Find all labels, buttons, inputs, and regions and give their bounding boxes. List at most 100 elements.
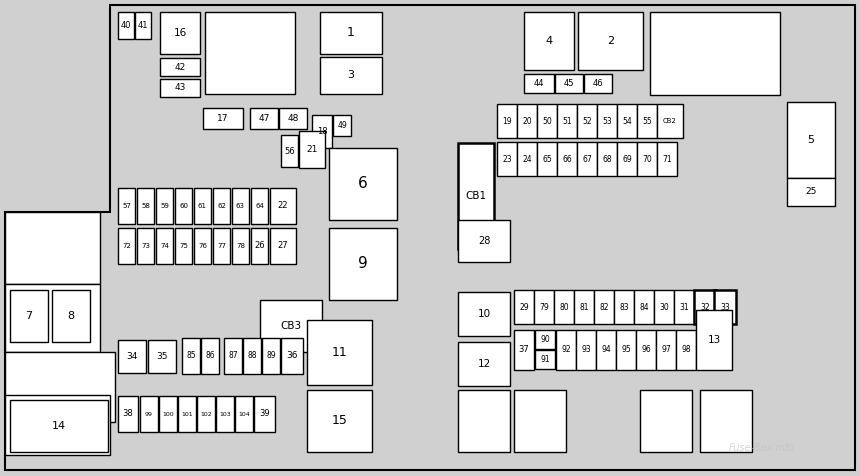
Text: 46: 46 [593, 79, 604, 88]
Text: 12: 12 [477, 359, 490, 369]
Text: 6: 6 [358, 177, 368, 191]
FancyBboxPatch shape [148, 340, 176, 373]
FancyBboxPatch shape [555, 74, 583, 93]
Text: 68: 68 [602, 155, 611, 163]
FancyBboxPatch shape [333, 115, 351, 136]
FancyBboxPatch shape [160, 58, 200, 76]
Text: 79: 79 [539, 303, 549, 311]
Text: 52: 52 [582, 117, 592, 126]
Text: 31: 31 [679, 303, 689, 311]
FancyBboxPatch shape [517, 104, 537, 138]
FancyBboxPatch shape [281, 338, 303, 374]
Text: 95: 95 [621, 346, 631, 355]
Text: 15: 15 [332, 415, 347, 427]
FancyBboxPatch shape [636, 330, 656, 370]
Text: 33: 33 [720, 303, 730, 311]
FancyBboxPatch shape [194, 228, 211, 264]
Text: 94: 94 [601, 346, 611, 355]
Text: 104: 104 [238, 411, 250, 416]
Text: 81: 81 [580, 303, 589, 311]
Text: 86: 86 [206, 351, 215, 360]
Text: 73: 73 [141, 243, 150, 249]
Text: 57: 57 [122, 203, 131, 209]
Text: 47: 47 [258, 114, 270, 123]
Text: 100: 100 [163, 411, 174, 416]
FancyBboxPatch shape [696, 310, 732, 370]
Text: 37: 37 [519, 346, 530, 355]
FancyBboxPatch shape [497, 142, 517, 176]
FancyBboxPatch shape [159, 396, 177, 432]
Text: 11: 11 [332, 346, 347, 359]
FancyBboxPatch shape [307, 390, 372, 452]
FancyBboxPatch shape [657, 104, 683, 138]
FancyBboxPatch shape [458, 143, 494, 249]
FancyBboxPatch shape [616, 330, 636, 370]
FancyBboxPatch shape [617, 104, 637, 138]
FancyBboxPatch shape [714, 290, 736, 324]
Text: 103: 103 [219, 411, 230, 416]
Text: 28: 28 [478, 236, 490, 246]
Text: 42: 42 [175, 62, 186, 71]
Text: 36: 36 [286, 351, 298, 360]
Text: 8: 8 [67, 311, 75, 321]
Text: 82: 82 [599, 303, 609, 311]
Text: 67: 67 [582, 155, 592, 163]
FancyBboxPatch shape [251, 228, 268, 264]
Text: 91: 91 [540, 355, 550, 364]
FancyBboxPatch shape [118, 188, 135, 224]
FancyBboxPatch shape [640, 390, 692, 452]
FancyBboxPatch shape [524, 12, 574, 70]
Text: 9: 9 [358, 257, 368, 271]
Text: 40: 40 [120, 21, 132, 30]
FancyBboxPatch shape [537, 104, 557, 138]
Text: 1: 1 [347, 27, 355, 40]
FancyBboxPatch shape [197, 396, 215, 432]
FancyBboxPatch shape [254, 396, 275, 432]
FancyBboxPatch shape [320, 57, 382, 94]
Text: 72: 72 [122, 243, 131, 249]
Text: 69: 69 [622, 155, 632, 163]
Text: 93: 93 [581, 346, 591, 355]
FancyBboxPatch shape [10, 400, 108, 452]
Text: 5: 5 [808, 135, 814, 145]
Text: CB3: CB3 [280, 321, 302, 331]
Text: 61: 61 [198, 203, 207, 209]
FancyBboxPatch shape [262, 338, 280, 374]
Text: 34: 34 [126, 352, 138, 361]
FancyBboxPatch shape [118, 228, 135, 264]
FancyBboxPatch shape [135, 12, 151, 39]
FancyBboxPatch shape [574, 290, 594, 324]
FancyBboxPatch shape [137, 188, 154, 224]
FancyBboxPatch shape [160, 79, 200, 97]
FancyBboxPatch shape [557, 104, 577, 138]
FancyBboxPatch shape [557, 142, 577, 176]
Text: 26: 26 [255, 241, 265, 250]
Text: Fuse-Box.info: Fuse-Box.info [729, 443, 795, 453]
FancyBboxPatch shape [118, 12, 134, 39]
Text: 96: 96 [641, 346, 651, 355]
Text: 54: 54 [622, 117, 632, 126]
FancyBboxPatch shape [156, 228, 173, 264]
FancyBboxPatch shape [597, 104, 617, 138]
Text: 50: 50 [542, 117, 552, 126]
Text: 62: 62 [217, 203, 226, 209]
FancyBboxPatch shape [676, 330, 696, 370]
FancyBboxPatch shape [194, 188, 211, 224]
FancyBboxPatch shape [787, 178, 835, 206]
Text: 14: 14 [52, 421, 66, 431]
Text: 17: 17 [218, 114, 229, 123]
FancyBboxPatch shape [650, 12, 780, 95]
FancyBboxPatch shape [556, 330, 576, 370]
FancyBboxPatch shape [137, 228, 154, 264]
Text: 20: 20 [522, 117, 531, 126]
FancyBboxPatch shape [10, 290, 48, 342]
Text: 38: 38 [123, 409, 133, 418]
FancyBboxPatch shape [637, 142, 657, 176]
Text: 32: 32 [700, 303, 710, 311]
Text: 63: 63 [236, 203, 245, 209]
FancyBboxPatch shape [578, 12, 643, 70]
FancyBboxPatch shape [329, 148, 397, 220]
Text: 2: 2 [607, 36, 614, 46]
FancyBboxPatch shape [674, 290, 694, 324]
FancyBboxPatch shape [596, 330, 616, 370]
